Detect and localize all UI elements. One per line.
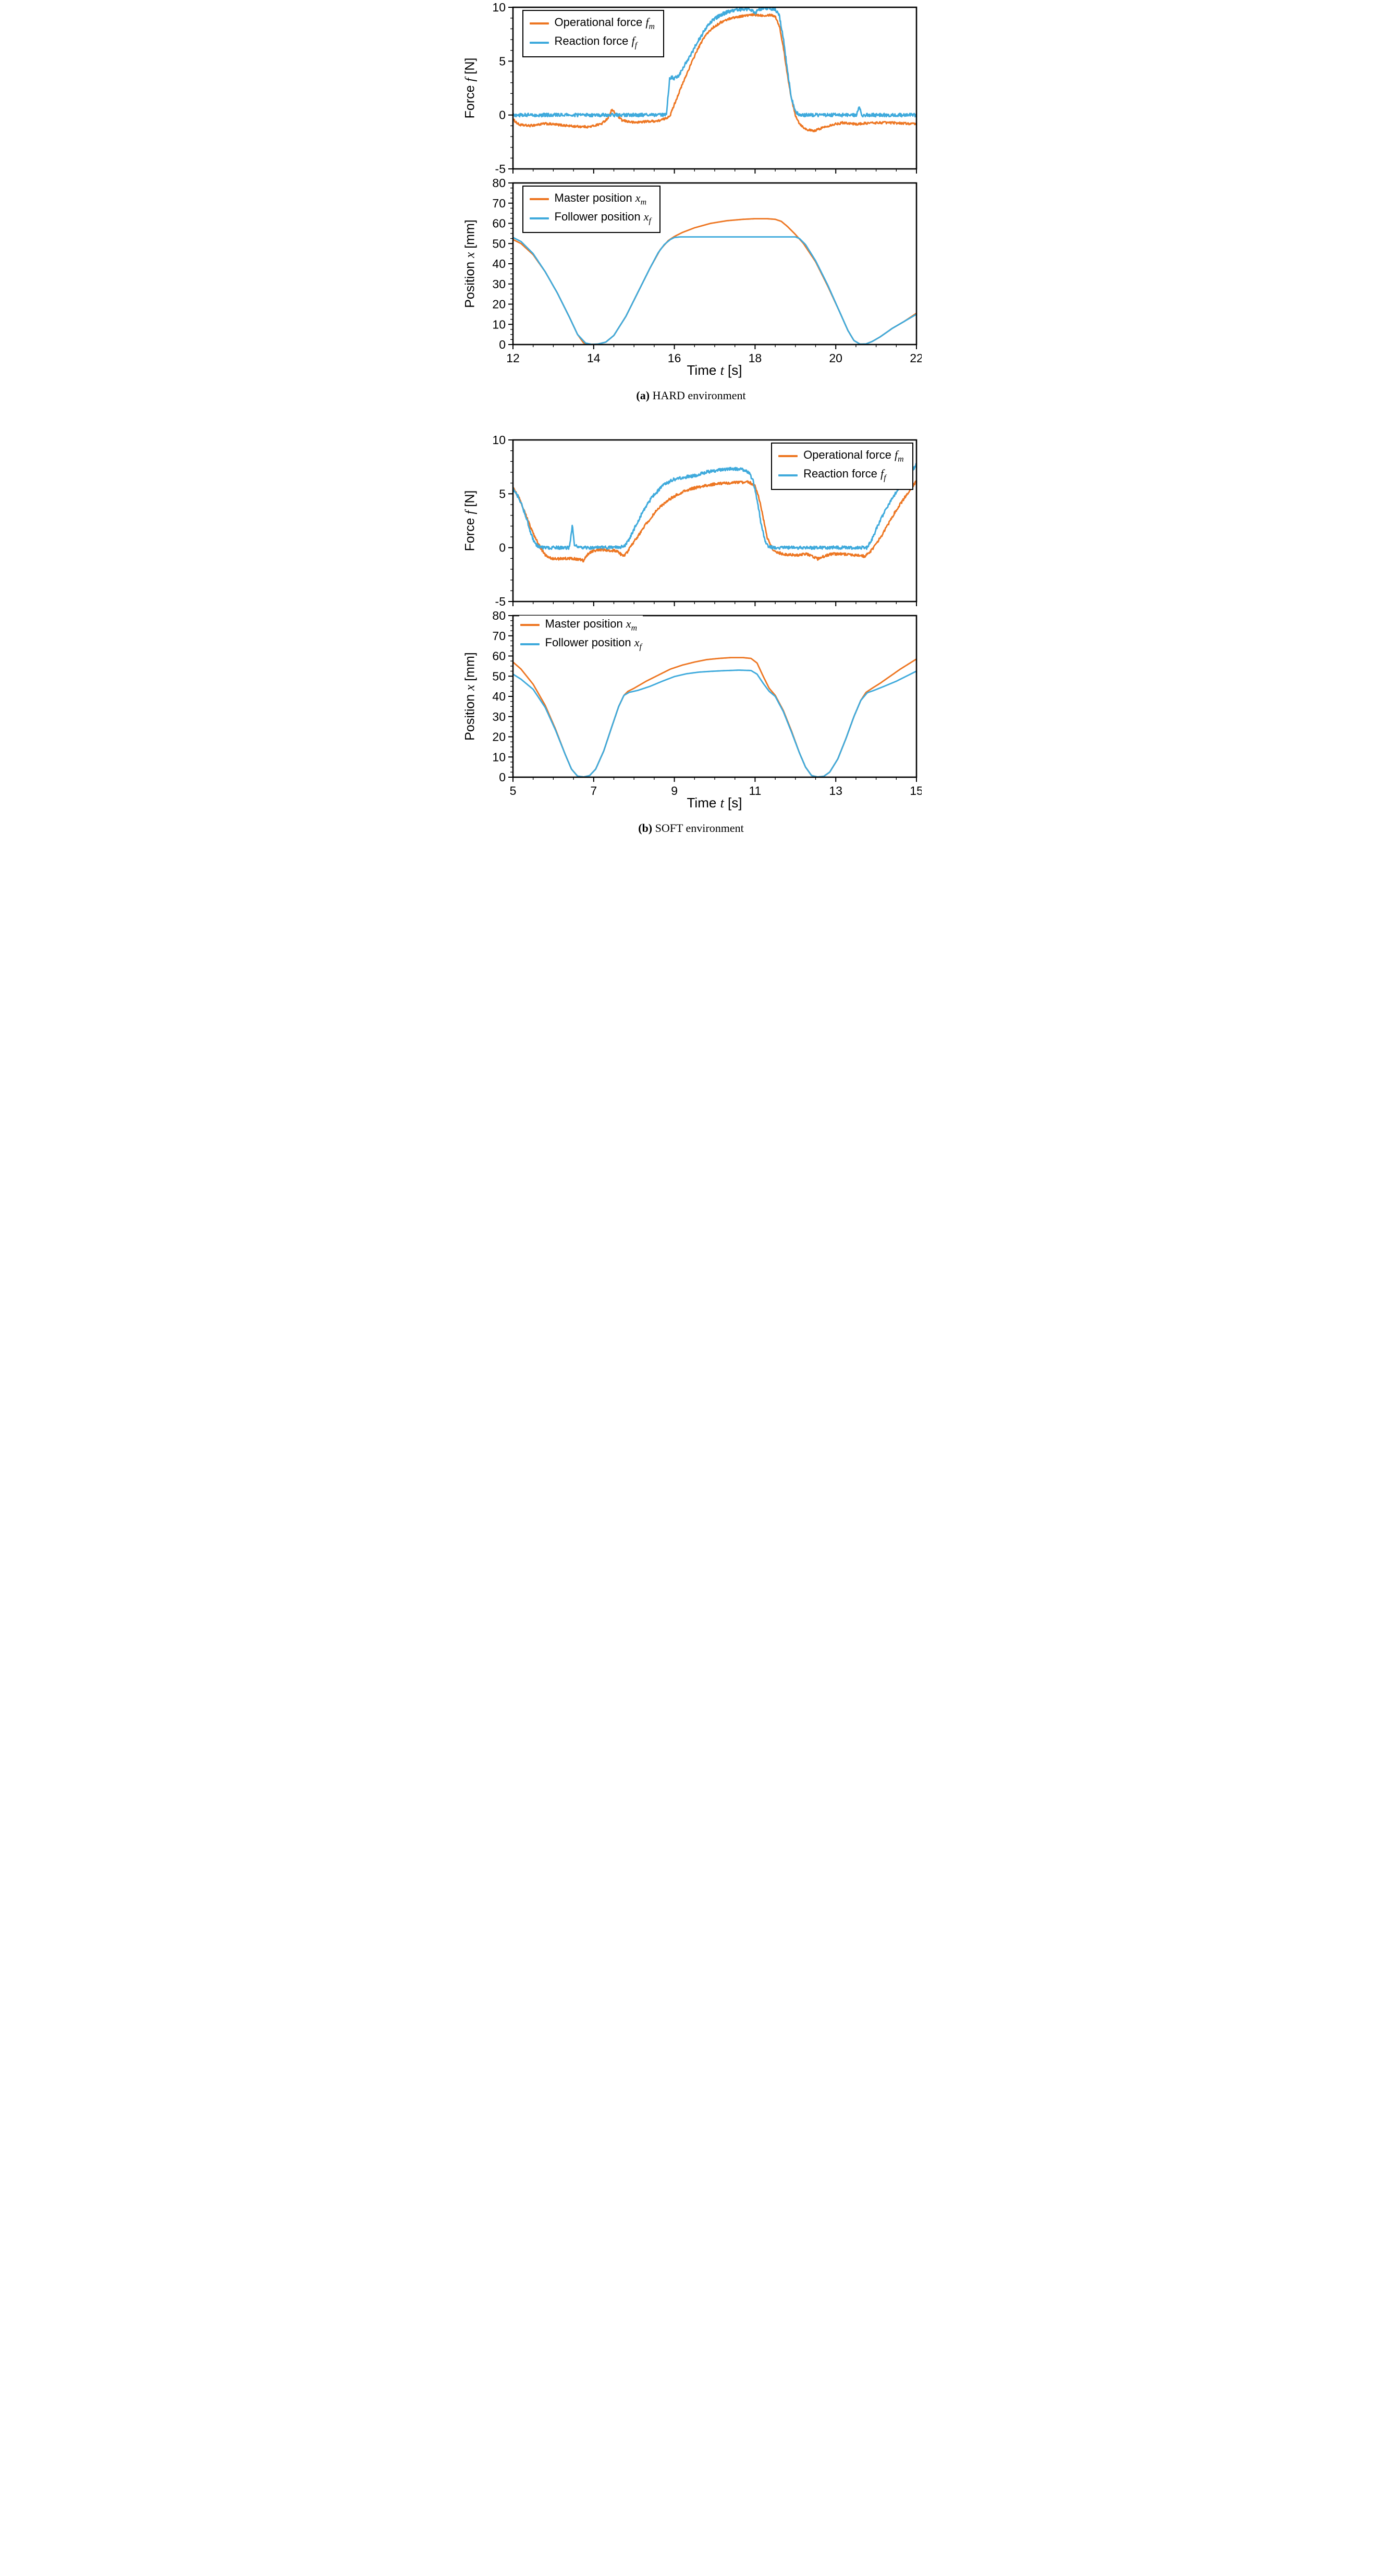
legend-line-sample [778,455,798,458]
soft-x-axis-label: Time t [s] [687,795,742,811]
x-tick-label: 20 [829,351,842,362]
caption-b-text: SOFT environment [652,821,744,835]
hard-force-plot: -5 0 5 10 [492,3,917,175]
x-tick-label: 7 [590,784,597,795]
hard-force-y-axis-label: Force f [N] [462,57,477,119]
y-tick-label: 0 [499,541,506,555]
series-line-1 [512,669,916,777]
x-tick-label: 22 [910,351,922,362]
y-tick-label: 20 [492,298,506,311]
legend-line-sample [520,624,540,627]
hard-position-plot: 12 14 16 18 20 22 0 10 20 30 40 50 60 70 80 [492,179,922,362]
y-tick-label: 20 [492,730,506,744]
legend-item: Reaction force ff [778,467,903,483]
caption-a-text: HARD environment [650,389,746,402]
figure-b: Force f [N] -5 0 5 10 Operational force fm R… [461,436,922,835]
y-tick-label: 30 [492,710,506,723]
legend-item: Operational force fm [778,448,904,464]
soft-force-legend: Operational force fm Reaction force ff [771,443,913,490]
legend-label: Operational force fm [554,16,655,31]
y-tick-label: 0 [499,770,506,784]
soft-position-plot: 5 7 9 11 13 15 0 10 20 30 40 50 60 70 80 [492,611,922,795]
y-tick-label: 10 [492,3,506,14]
legend-line-sample [529,217,549,219]
y-tick-label: 40 [492,690,506,703]
series-line-0 [512,657,916,777]
hard-position-legend: Master position xm Follower position xf [522,186,661,233]
y-tick-label: 0 [499,338,506,351]
x-tick-label: 14 [587,351,601,362]
legend-label: Follower position xf [545,636,642,652]
legend-line-sample [529,198,549,201]
legend-item: Follower position xf [529,210,651,226]
x-tick-label: 18 [748,351,762,362]
legend-label: Reaction force ff [803,467,886,483]
soft-position-chart: Position x [mm] 5 7 9 11 13 15 0 10 20 30 40 50 60 70… [461,611,922,795]
y-tick-label: 50 [492,669,506,683]
legend-label: Master position xm [545,617,638,633]
series-line-0 [512,480,916,562]
legend-item: Follower position xf [520,636,642,652]
hard-position-y-axis-label: Position x [mm] [462,219,477,308]
soft-position-y-axis-label: Position x [mm] [462,652,477,741]
hard-position-chart: Position x [mm] 12 14 16 18 20 22 0 10 20 30 40 50 6… [461,179,922,362]
y-tick-label: 40 [492,257,506,271]
x-tick-label: 11 [749,784,761,795]
x-tick-label: 13 [829,784,842,795]
caption-a-tag: (a) [636,389,650,402]
y-tick-label: 50 [492,237,506,250]
y-tick-label: 5 [499,54,506,68]
soft-force-y-axis-label: Force f [N] [462,490,477,551]
legend-item: Operational force fm [529,16,655,31]
y-tick-label: 70 [492,197,506,210]
hard-force-legend: Operational force fm Reaction force ff [522,10,664,57]
x-tick-label: 12 [506,351,520,362]
figure-page: Force f [N] -5 0 5 10 Operational force fm R… [461,0,922,849]
hard-force-chart: Force f [N] -5 0 5 10 Operational force fm R… [461,3,922,175]
x-tick-label: 9 [671,784,678,795]
legend-label: Reaction force ff [554,34,638,50]
hard-x-axis-label: Time t [s] [687,362,742,378]
y-tick-label: 80 [492,611,506,622]
figure-a: Force f [N] -5 0 5 10 Operational force fm R… [461,3,922,402]
legend-line-sample [778,474,798,476]
series-line-1 [512,236,916,345]
legend-line-sample [529,22,549,25]
series-line-1 [512,463,916,550]
y-tick-label: 10 [492,436,506,447]
soft-force-plot: -5 0 5 10 [492,436,917,608]
legend-line-sample [520,643,540,645]
y-tick-label: 10 [492,317,506,331]
y-tick-label: 0 [499,108,506,122]
caption-b-tag: (b) [638,821,653,835]
y-tick-label: 60 [492,649,506,663]
legend-label: Master position xm [554,191,647,207]
legend-label: Follower position xf [554,210,651,226]
caption-a: (a) HARD environment [461,389,922,402]
legend-item: Master position xm [529,191,651,207]
chart-gap [461,175,922,179]
caption-b: (b) SOFT environment [461,821,922,835]
series-line-0 [512,13,916,132]
legend-label: Operational force fm [803,448,904,464]
chart-gap [461,608,922,611]
x-tick-label: 15 [910,784,922,795]
y-tick-label: -5 [495,595,505,608]
legend-line-sample [529,41,549,44]
y-tick-label: 70 [492,629,506,643]
y-tick-label: 80 [492,179,506,190]
y-tick-label: 60 [492,217,506,230]
legend-item: Master position xm [520,617,642,633]
x-tick-label: 16 [667,351,681,362]
x-tick-label: 5 [509,784,516,795]
y-tick-label: 10 [492,750,506,764]
y-tick-label: 5 [499,487,506,500]
series-line-1 [512,7,916,118]
y-tick-label: -5 [495,162,505,175]
soft-force-chart: Force f [N] -5 0 5 10 Operational force fm R… [461,436,922,608]
y-tick-label: 30 [492,277,506,291]
legend-item: Reaction force ff [529,34,655,50]
soft-position-legend: Master position xm Follower position xf [519,616,643,654]
